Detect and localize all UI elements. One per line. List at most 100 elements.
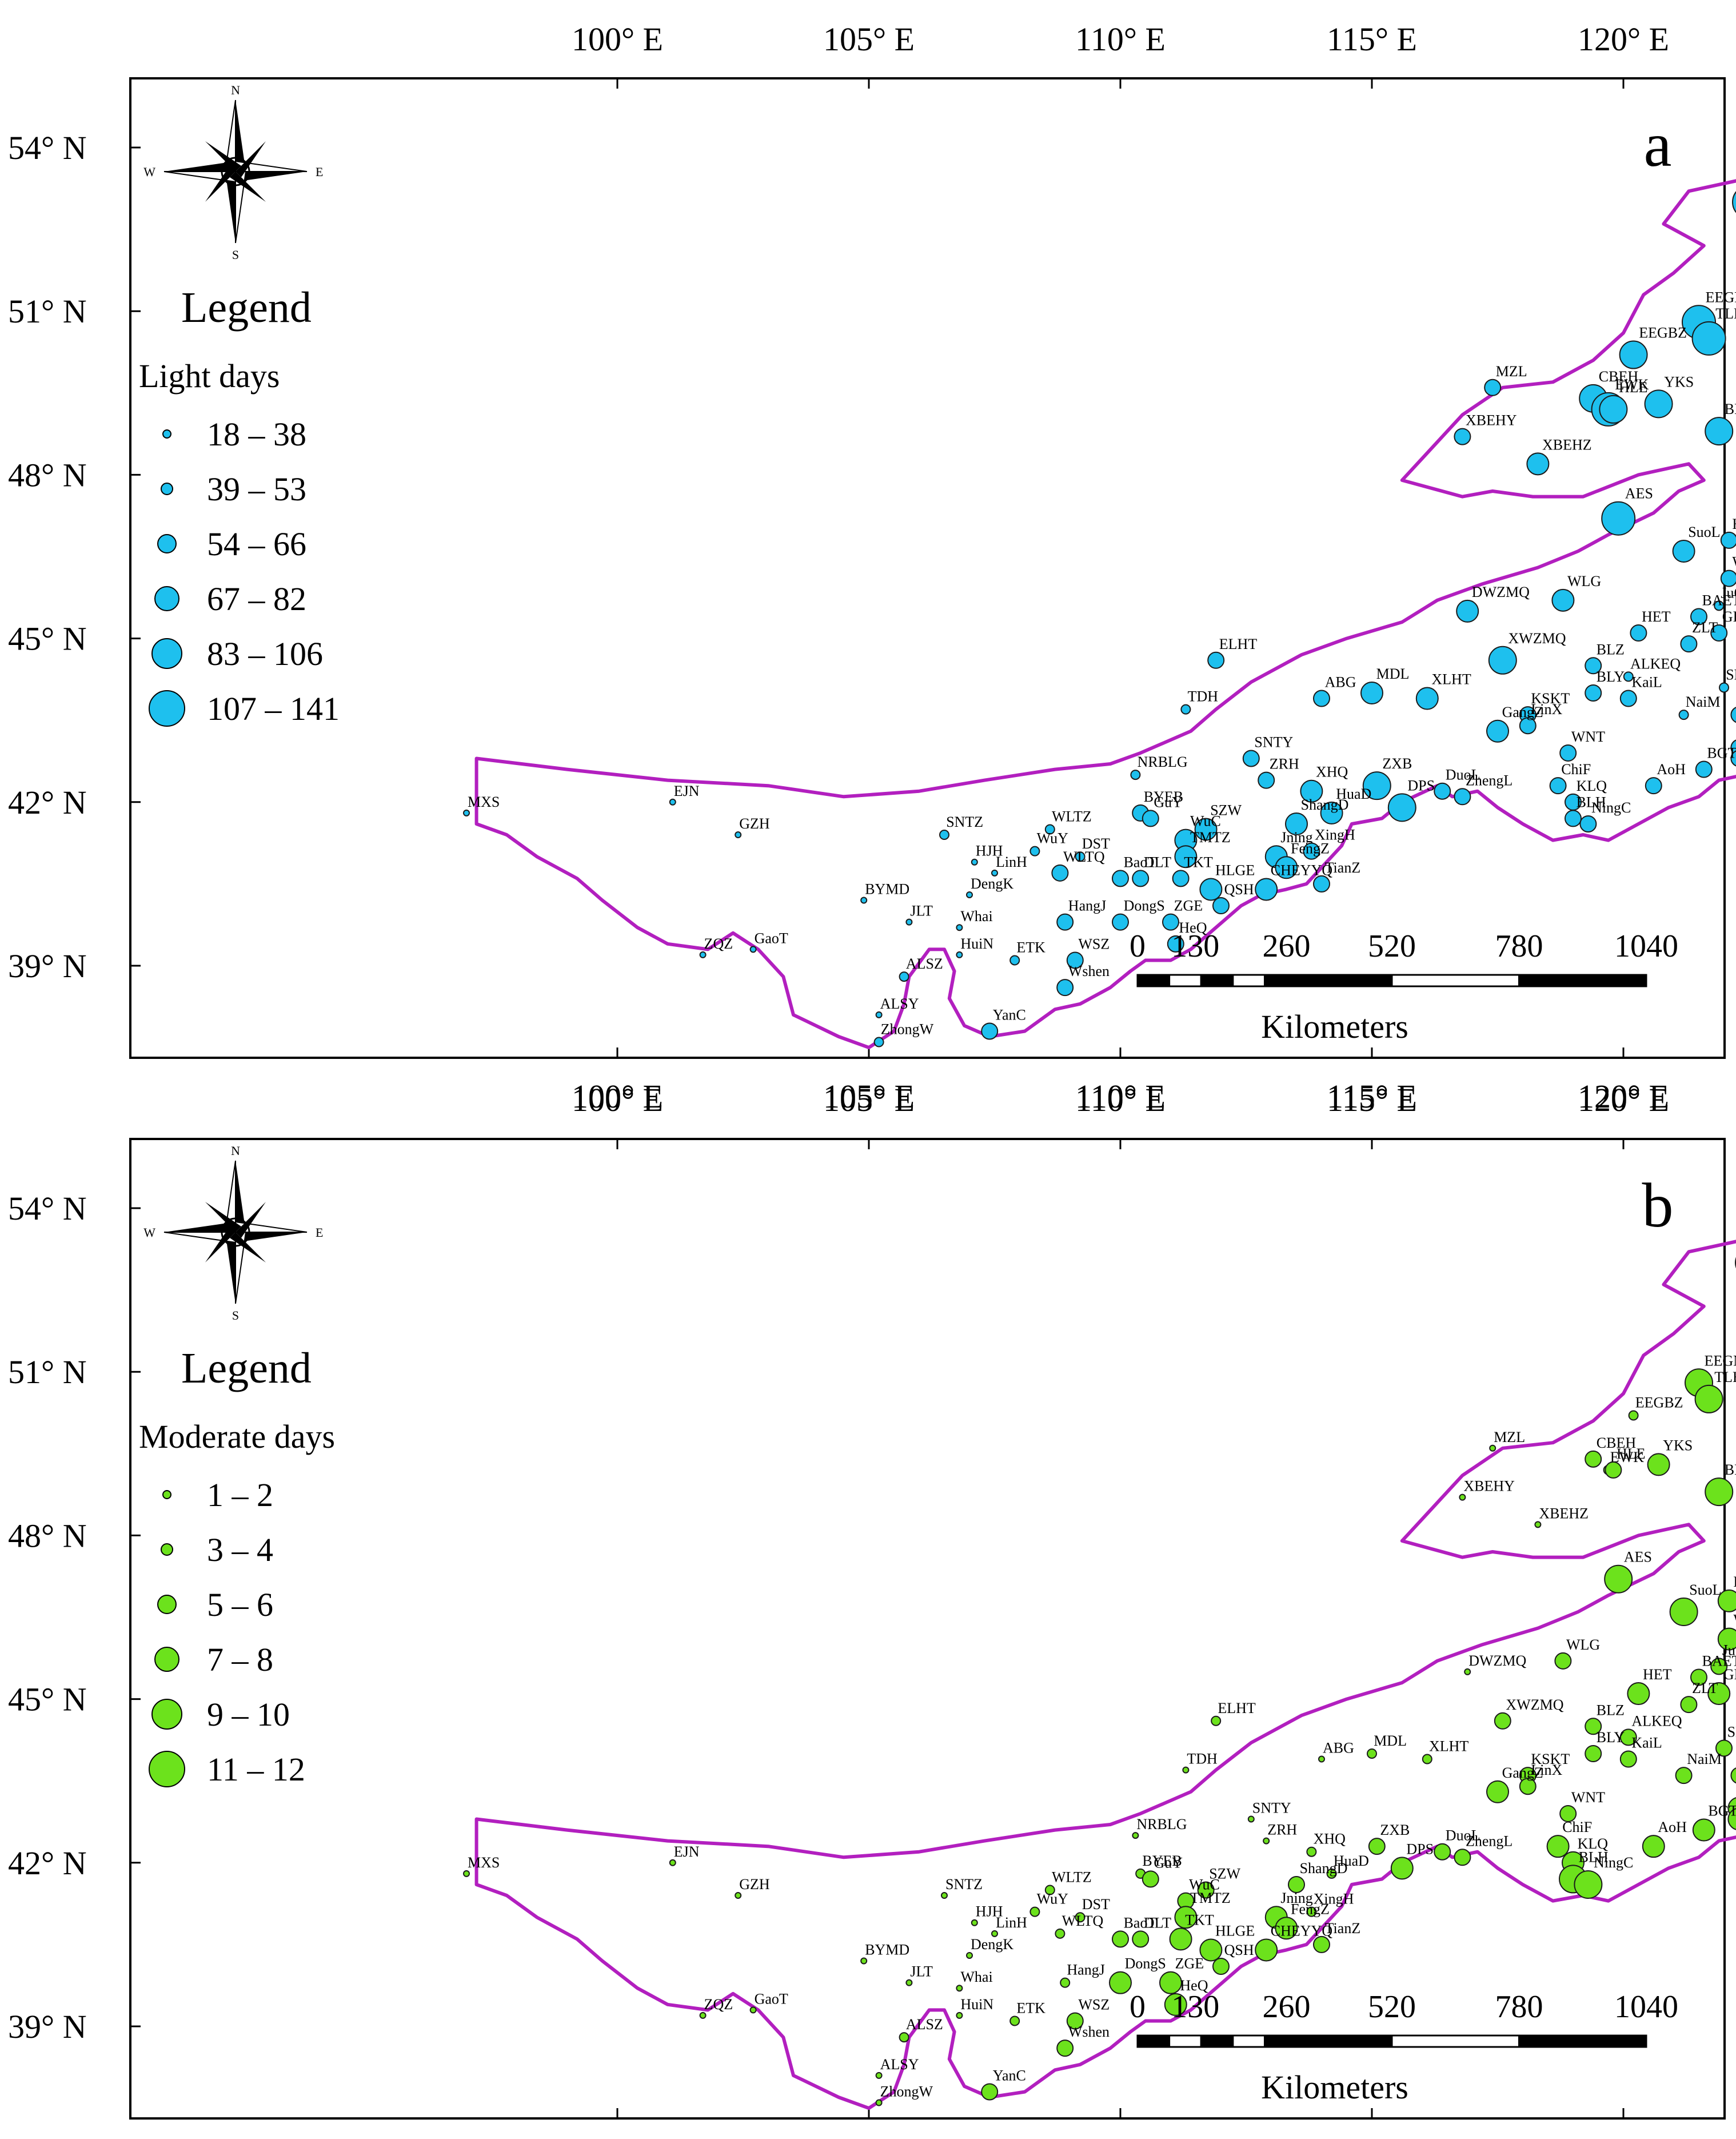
station-label: ChiF: [1562, 1819, 1592, 1835]
station-marker: [1559, 744, 1577, 762]
station-label: ALKEQ: [1630, 655, 1681, 672]
station-label: KLQ: [1577, 778, 1607, 794]
station-label: EJN: [674, 1843, 700, 1860]
station-label: ZQZ: [704, 935, 733, 952]
station-marker: [1194, 818, 1218, 841]
station-label: NingC: [1594, 1854, 1633, 1871]
station-marker: [1710, 1658, 1728, 1675]
station-marker: [1207, 651, 1225, 669]
station-marker: [1434, 1843, 1451, 1861]
station-marker: [1164, 1993, 1187, 2016]
scale-segment: [1168, 974, 1202, 987]
station-label: CBEH: [1597, 1435, 1637, 1451]
station-marker: [735, 831, 742, 839]
station-label: GuY: [1154, 1854, 1183, 1871]
station-label: Jning: [1280, 1890, 1312, 1906]
station-marker: [1628, 1410, 1639, 1421]
station-marker: [1585, 1745, 1602, 1762]
station-label: BKT: [1725, 401, 1736, 417]
station-label: SNTZ: [945, 1876, 983, 1893]
station-marker: [1454, 788, 1471, 806]
lon-label-top: 100° E: [572, 1081, 663, 1118]
station-label: BLY: [1597, 668, 1625, 685]
station-marker: [1167, 935, 1184, 953]
station-label: ZhengL: [1466, 772, 1512, 788]
station-label: TLH: [1715, 305, 1736, 322]
legend-symbol: [162, 1490, 171, 1499]
station-label: LinH: [996, 1914, 1027, 1931]
station-label: HuaD: [1336, 786, 1371, 802]
station-marker: [1306, 1846, 1317, 1857]
station-label: CHEYYQ: [1271, 1922, 1333, 1939]
legend-symbol: [162, 429, 171, 439]
station-label: WuY: [1037, 830, 1068, 847]
station-marker: [1605, 1461, 1622, 1479]
station-marker: [1044, 1885, 1055, 1895]
lon-label-top: 100° E: [572, 21, 663, 58]
station-label: YanC: [993, 1006, 1026, 1023]
station-marker: [941, 1892, 948, 1899]
station-marker: [1672, 539, 1695, 563]
station-marker: [981, 2083, 999, 2101]
station-label: ALSY: [880, 2056, 919, 2073]
station-marker: [873, 1037, 884, 1047]
station-label: XBEHZ: [1539, 1505, 1589, 1521]
station-marker: [699, 951, 707, 958]
scale-segment: [1168, 2034, 1202, 2048]
station-marker: [875, 2099, 883, 2106]
legend-class-label: 39 – 53: [207, 471, 306, 508]
legend-class-label: 83 – 106: [207, 635, 323, 672]
station-label: GLB: [1723, 1666, 1736, 1683]
station-label: HET: [1642, 608, 1671, 625]
station-marker: [1368, 1838, 1386, 1855]
lon-label-top: 115° E: [1327, 1081, 1417, 1118]
station-label: XWZMQ: [1508, 630, 1566, 647]
station-marker: [875, 2072, 883, 2079]
station-marker: [1730, 707, 1736, 723]
compass-n: N: [231, 1144, 240, 1158]
scale-bar: 0 130 260 520 780 1040 Kilometers: [1130, 1989, 1678, 2106]
station-marker: [1715, 1739, 1733, 1757]
station-marker: [1526, 452, 1550, 476]
lat-label: 51° N: [8, 1353, 87, 1391]
station-label: Jning: [1280, 829, 1312, 846]
station-label: EWK: [1615, 376, 1649, 393]
station-marker: [1464, 1668, 1471, 1675]
station-marker: [905, 918, 913, 926]
station-label: HLGE: [1215, 1922, 1255, 1939]
scale-label: 130: [1171, 1989, 1219, 2025]
station-marker: [1694, 1384, 1723, 1413]
station-label: ZhengL: [1466, 1833, 1512, 1849]
lon-label-top: 105° E: [823, 1081, 915, 1118]
station-marker: [1732, 191, 1736, 213]
station-marker: [1275, 856, 1298, 879]
compass-diag: [205, 141, 241, 172]
compass-diag: [236, 1201, 266, 1238]
station-label: HLE: [1617, 1445, 1646, 1462]
station-marker: [1075, 851, 1086, 862]
scale-unit: Kilometers: [1261, 2069, 1408, 2106]
compass-arm-dark: [164, 1222, 236, 1232]
station-marker: [1585, 1450, 1602, 1468]
lon-label-bottom: 110° E: [1075, 1078, 1166, 1115]
legend-class-label: 18 – 38: [207, 416, 306, 453]
station-label: SNTY: [1254, 734, 1293, 750]
stations: MoHEEGNYTLHEEGBZELCMZLCBEHEWKHLEYKSXEGNe…: [463, 191, 1736, 1047]
station-marker: [905, 1979, 913, 1986]
station-marker: [1075, 1912, 1086, 1923]
scale-segment: [1232, 974, 1266, 987]
station-marker: [1162, 913, 1179, 931]
legend-class-label: 9 – 10: [207, 1696, 290, 1733]
station-marker: [899, 2032, 909, 2043]
station-marker: [1255, 878, 1278, 901]
station-marker: [1534, 1521, 1542, 1528]
station-marker: [1551, 588, 1575, 612]
station-marker: [669, 798, 676, 806]
station-marker: [1009, 955, 1020, 966]
compass-e: E: [316, 1225, 323, 1240]
station-marker: [1585, 1718, 1602, 1735]
station-marker: [1112, 1930, 1129, 1948]
legend-symbol: [161, 483, 173, 495]
legend-symbol: [154, 1647, 179, 1672]
